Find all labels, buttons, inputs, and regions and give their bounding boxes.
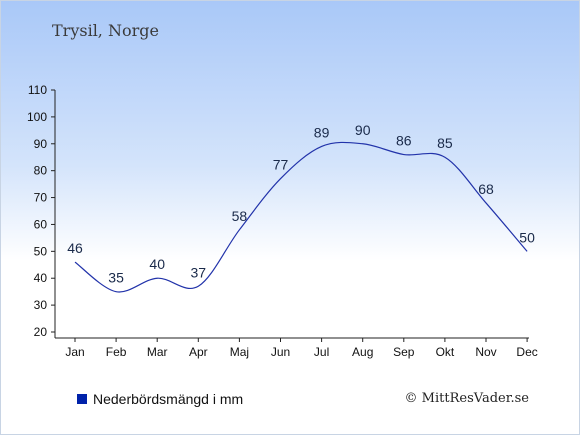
y-tick-label: 30 [34, 298, 48, 312]
chart-title: Trysil, Norge [52, 21, 159, 40]
x-tick-label: Feb [106, 345, 127, 359]
data-label: 50 [519, 229, 535, 245]
legend-label: Nederbördsmängd i mm [93, 391, 244, 407]
data-label: 46 [67, 240, 83, 256]
y-tick-label: 80 [34, 164, 48, 178]
x-tick-label: Sep [393, 345, 415, 359]
y-tick-label: 100 [27, 110, 47, 124]
data-label: 35 [108, 270, 124, 286]
x-tick-label: Jul [314, 345, 329, 359]
x-tick-label: Jun [271, 345, 290, 359]
y-tick-label: 20 [34, 325, 48, 339]
y-tick-label: 50 [34, 244, 48, 258]
data-label: 68 [478, 181, 494, 197]
series-line [74, 141, 528, 293]
x-tick-label: Maj [230, 345, 249, 359]
x-tick-label: Okt [436, 345, 455, 359]
data-label: 37 [191, 264, 207, 280]
x-tick-label: Apr [189, 345, 208, 359]
y-tick-label: 90 [34, 137, 48, 151]
y-tick-label: 70 [34, 191, 48, 205]
y-tick-label: 40 [34, 271, 48, 285]
x-tick-label: Jan [65, 345, 84, 359]
credit-text: © MittResVader.se [404, 391, 529, 406]
data-label: 86 [396, 133, 412, 149]
y-tick-label: 60 [34, 217, 48, 231]
data-label: 77 [273, 157, 289, 173]
x-tick-label: Aug [352, 345, 373, 359]
x-tick-label: Dec [516, 345, 537, 359]
data-label: 58 [232, 208, 248, 224]
x-tick-label: Nov [475, 345, 496, 359]
x-tick-label: Mar [147, 345, 168, 359]
legend: Nederbördsmängd i mm [77, 391, 243, 407]
legend-swatch [77, 394, 87, 404]
data-label: 90 [355, 122, 371, 138]
data-label: 89 [314, 124, 330, 140]
data-label: 40 [149, 256, 165, 272]
data-label: 85 [437, 135, 453, 151]
y-tick-label: 110 [28, 83, 47, 97]
